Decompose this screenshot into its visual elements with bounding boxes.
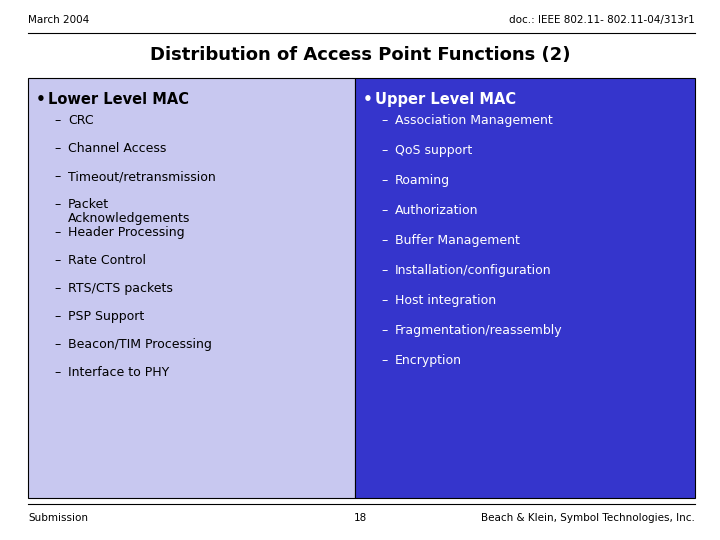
Text: March 2004: March 2004 bbox=[28, 15, 89, 25]
Text: –: – bbox=[54, 366, 60, 379]
Bar bbox=[28, 78, 355, 498]
Text: •: • bbox=[363, 92, 373, 107]
Bar bbox=[355, 78, 695, 498]
Text: Distribution of Access Point Functions (2): Distribution of Access Point Functions (… bbox=[150, 46, 570, 64]
Text: –: – bbox=[54, 338, 60, 351]
Text: Rate Control: Rate Control bbox=[68, 254, 146, 267]
Text: –: – bbox=[381, 114, 387, 127]
Text: –: – bbox=[54, 114, 60, 127]
Text: QoS support: QoS support bbox=[395, 144, 472, 157]
Text: –: – bbox=[54, 198, 60, 211]
Text: –: – bbox=[54, 254, 60, 267]
Text: –: – bbox=[54, 282, 60, 295]
Text: CRC: CRC bbox=[68, 114, 94, 127]
Text: –: – bbox=[54, 142, 60, 155]
Text: –: – bbox=[381, 324, 387, 337]
Text: Submission: Submission bbox=[28, 513, 88, 523]
Text: –: – bbox=[381, 294, 387, 307]
Text: Channel Access: Channel Access bbox=[68, 142, 166, 155]
Text: Acknowledgements: Acknowledgements bbox=[68, 212, 190, 225]
Text: Roaming: Roaming bbox=[395, 174, 450, 187]
Text: –: – bbox=[381, 264, 387, 277]
Text: 18: 18 bbox=[354, 513, 366, 523]
Text: –: – bbox=[381, 354, 387, 367]
Text: Timeout/retransmission: Timeout/retransmission bbox=[68, 170, 216, 183]
Text: PSP Support: PSP Support bbox=[68, 310, 144, 323]
Text: Interface to PHY: Interface to PHY bbox=[68, 366, 169, 379]
Text: Association Management: Association Management bbox=[395, 114, 553, 127]
Text: Upper Level MAC: Upper Level MAC bbox=[375, 92, 516, 107]
Text: –: – bbox=[54, 170, 60, 183]
Text: Installation/configuration: Installation/configuration bbox=[395, 264, 552, 277]
Text: Fragmentation/reassembly: Fragmentation/reassembly bbox=[395, 324, 562, 337]
Text: Host integration: Host integration bbox=[395, 294, 496, 307]
Text: RTS/CTS packets: RTS/CTS packets bbox=[68, 282, 173, 295]
Text: Beach & Klein, Symbol Technologies, Inc.: Beach & Klein, Symbol Technologies, Inc. bbox=[481, 513, 695, 523]
Text: Authorization: Authorization bbox=[395, 204, 479, 217]
Text: –: – bbox=[381, 144, 387, 157]
Text: –: – bbox=[54, 226, 60, 239]
Text: –: – bbox=[381, 204, 387, 217]
Text: doc.: IEEE 802.11- 802.11-04/313r1: doc.: IEEE 802.11- 802.11-04/313r1 bbox=[509, 15, 695, 25]
Text: –: – bbox=[54, 310, 60, 323]
Text: •: • bbox=[36, 92, 46, 107]
Text: Packet: Packet bbox=[68, 198, 109, 211]
Text: Encryption: Encryption bbox=[395, 354, 462, 367]
Text: Beacon/TIM Processing: Beacon/TIM Processing bbox=[68, 338, 212, 351]
Text: –: – bbox=[381, 234, 387, 247]
Text: Header Processing: Header Processing bbox=[68, 226, 184, 239]
Text: Lower Level MAC: Lower Level MAC bbox=[48, 92, 189, 107]
Text: Buffer Management: Buffer Management bbox=[395, 234, 520, 247]
Text: –: – bbox=[381, 174, 387, 187]
